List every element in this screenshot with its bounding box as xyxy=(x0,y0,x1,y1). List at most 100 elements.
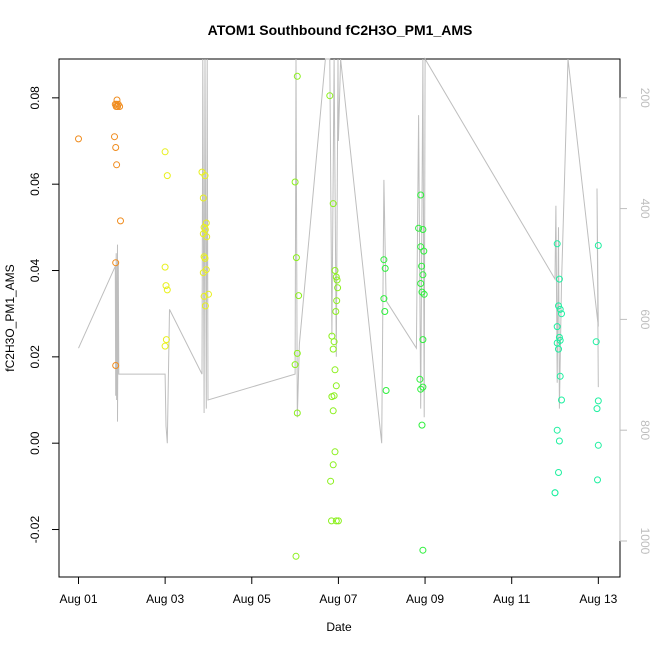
data-point xyxy=(111,133,118,141)
data-point xyxy=(594,242,602,249)
y-axis-left: -0.02 0.00 0.02 0.04 0.06 0.08 xyxy=(28,86,60,544)
y-tick-label: -0.02 xyxy=(28,516,42,544)
data-point xyxy=(112,362,120,369)
data-point xyxy=(419,383,427,391)
data-point xyxy=(381,264,389,272)
data-point xyxy=(295,292,303,300)
x-tick-label: Aug 05 xyxy=(233,592,271,606)
x-tick-label: Aug 03 xyxy=(146,592,184,606)
data-point xyxy=(380,295,388,303)
data-point xyxy=(293,349,301,357)
data-point xyxy=(553,240,561,248)
y-tick-label: 0.00 xyxy=(28,431,42,455)
data-point xyxy=(419,336,427,344)
data-point xyxy=(418,288,426,296)
data-point xyxy=(333,297,341,305)
data-point xyxy=(200,292,208,300)
data-point xyxy=(417,243,425,251)
y-axis-label: fC2H3O_PM1_AMS xyxy=(3,264,17,371)
data-point xyxy=(329,200,337,208)
data-point xyxy=(420,290,428,298)
y-tick-label: 0.02 xyxy=(28,345,42,369)
data-point xyxy=(332,382,340,390)
data-point xyxy=(161,342,169,350)
data-point xyxy=(592,338,600,346)
data-point xyxy=(419,271,427,279)
data-point xyxy=(162,282,170,290)
data-point xyxy=(593,405,601,413)
data-point xyxy=(558,310,565,318)
data-point xyxy=(334,284,342,292)
data-point xyxy=(418,421,426,429)
data-point xyxy=(332,517,340,525)
data-point xyxy=(594,397,602,405)
y-tick-label: 0.06 xyxy=(28,172,42,196)
data-point xyxy=(558,396,565,404)
data-point xyxy=(380,256,388,264)
y-tick-label: 0.04 xyxy=(28,259,42,283)
data-point xyxy=(113,161,121,169)
data-point xyxy=(551,489,559,497)
data-point xyxy=(555,437,563,445)
right-tick-label: 600 xyxy=(638,309,650,329)
data-point xyxy=(163,286,171,294)
data-point xyxy=(381,308,389,315)
x-tick-label: Aug 07 xyxy=(319,592,357,606)
points-layer xyxy=(75,72,602,560)
data-point xyxy=(594,476,601,484)
data-point xyxy=(112,144,120,151)
data-point xyxy=(328,517,335,525)
data-point xyxy=(293,409,301,417)
y-tick-label: 0.08 xyxy=(28,86,42,110)
data-point xyxy=(556,372,564,380)
data-point xyxy=(291,361,299,369)
data-point xyxy=(382,387,390,394)
data-point xyxy=(330,338,338,346)
data-point xyxy=(332,273,340,281)
data-point xyxy=(326,92,334,100)
data-point xyxy=(161,263,169,271)
data-point xyxy=(415,224,423,232)
line-trace-layer xyxy=(78,57,599,444)
data-point xyxy=(201,172,209,180)
data-point xyxy=(555,275,563,283)
data-point xyxy=(329,461,337,469)
data-point xyxy=(117,217,124,225)
data-point xyxy=(292,254,300,262)
chart-title: ATOM1 Southbound fC2H3O_PM1_AMS xyxy=(208,22,473,38)
x-tick-label: Aug 01 xyxy=(59,592,97,606)
data-point xyxy=(555,302,562,310)
data-point xyxy=(202,266,210,274)
data-point xyxy=(201,302,209,310)
data-point xyxy=(161,148,169,156)
data-point xyxy=(199,194,207,202)
x-axis-label: Date xyxy=(326,620,352,634)
data-point xyxy=(203,233,211,241)
y-axis-right: 200 400 600 800 1000 xyxy=(619,88,650,555)
data-point xyxy=(333,276,341,284)
x-tick-label: Aug 11 xyxy=(493,592,530,606)
data-point xyxy=(556,305,564,313)
right-tick-label: 800 xyxy=(638,420,650,440)
data-point xyxy=(201,226,209,233)
data-point xyxy=(331,366,339,374)
data-point xyxy=(201,254,209,262)
right-tick-label: 200 xyxy=(638,88,650,108)
data-point xyxy=(331,267,339,274)
data-point xyxy=(163,172,171,180)
data-point xyxy=(113,96,121,104)
data-point xyxy=(332,308,340,315)
plot-frame xyxy=(58,58,621,578)
data-point xyxy=(553,426,561,434)
data-point xyxy=(555,345,562,353)
x-axis: Aug 01 Aug 03 Aug 05 Aug 07 Aug 09 Aug 11 Aug … xyxy=(59,576,618,606)
data-point xyxy=(329,345,337,353)
data-point xyxy=(594,441,602,449)
data-point xyxy=(553,323,561,331)
data-point xyxy=(327,477,335,485)
data-point xyxy=(417,385,425,393)
x-tick-label: Aug 13 xyxy=(579,592,617,606)
data-point xyxy=(418,262,426,270)
right-tick-label: 1000 xyxy=(638,528,650,555)
data-point xyxy=(420,247,428,255)
